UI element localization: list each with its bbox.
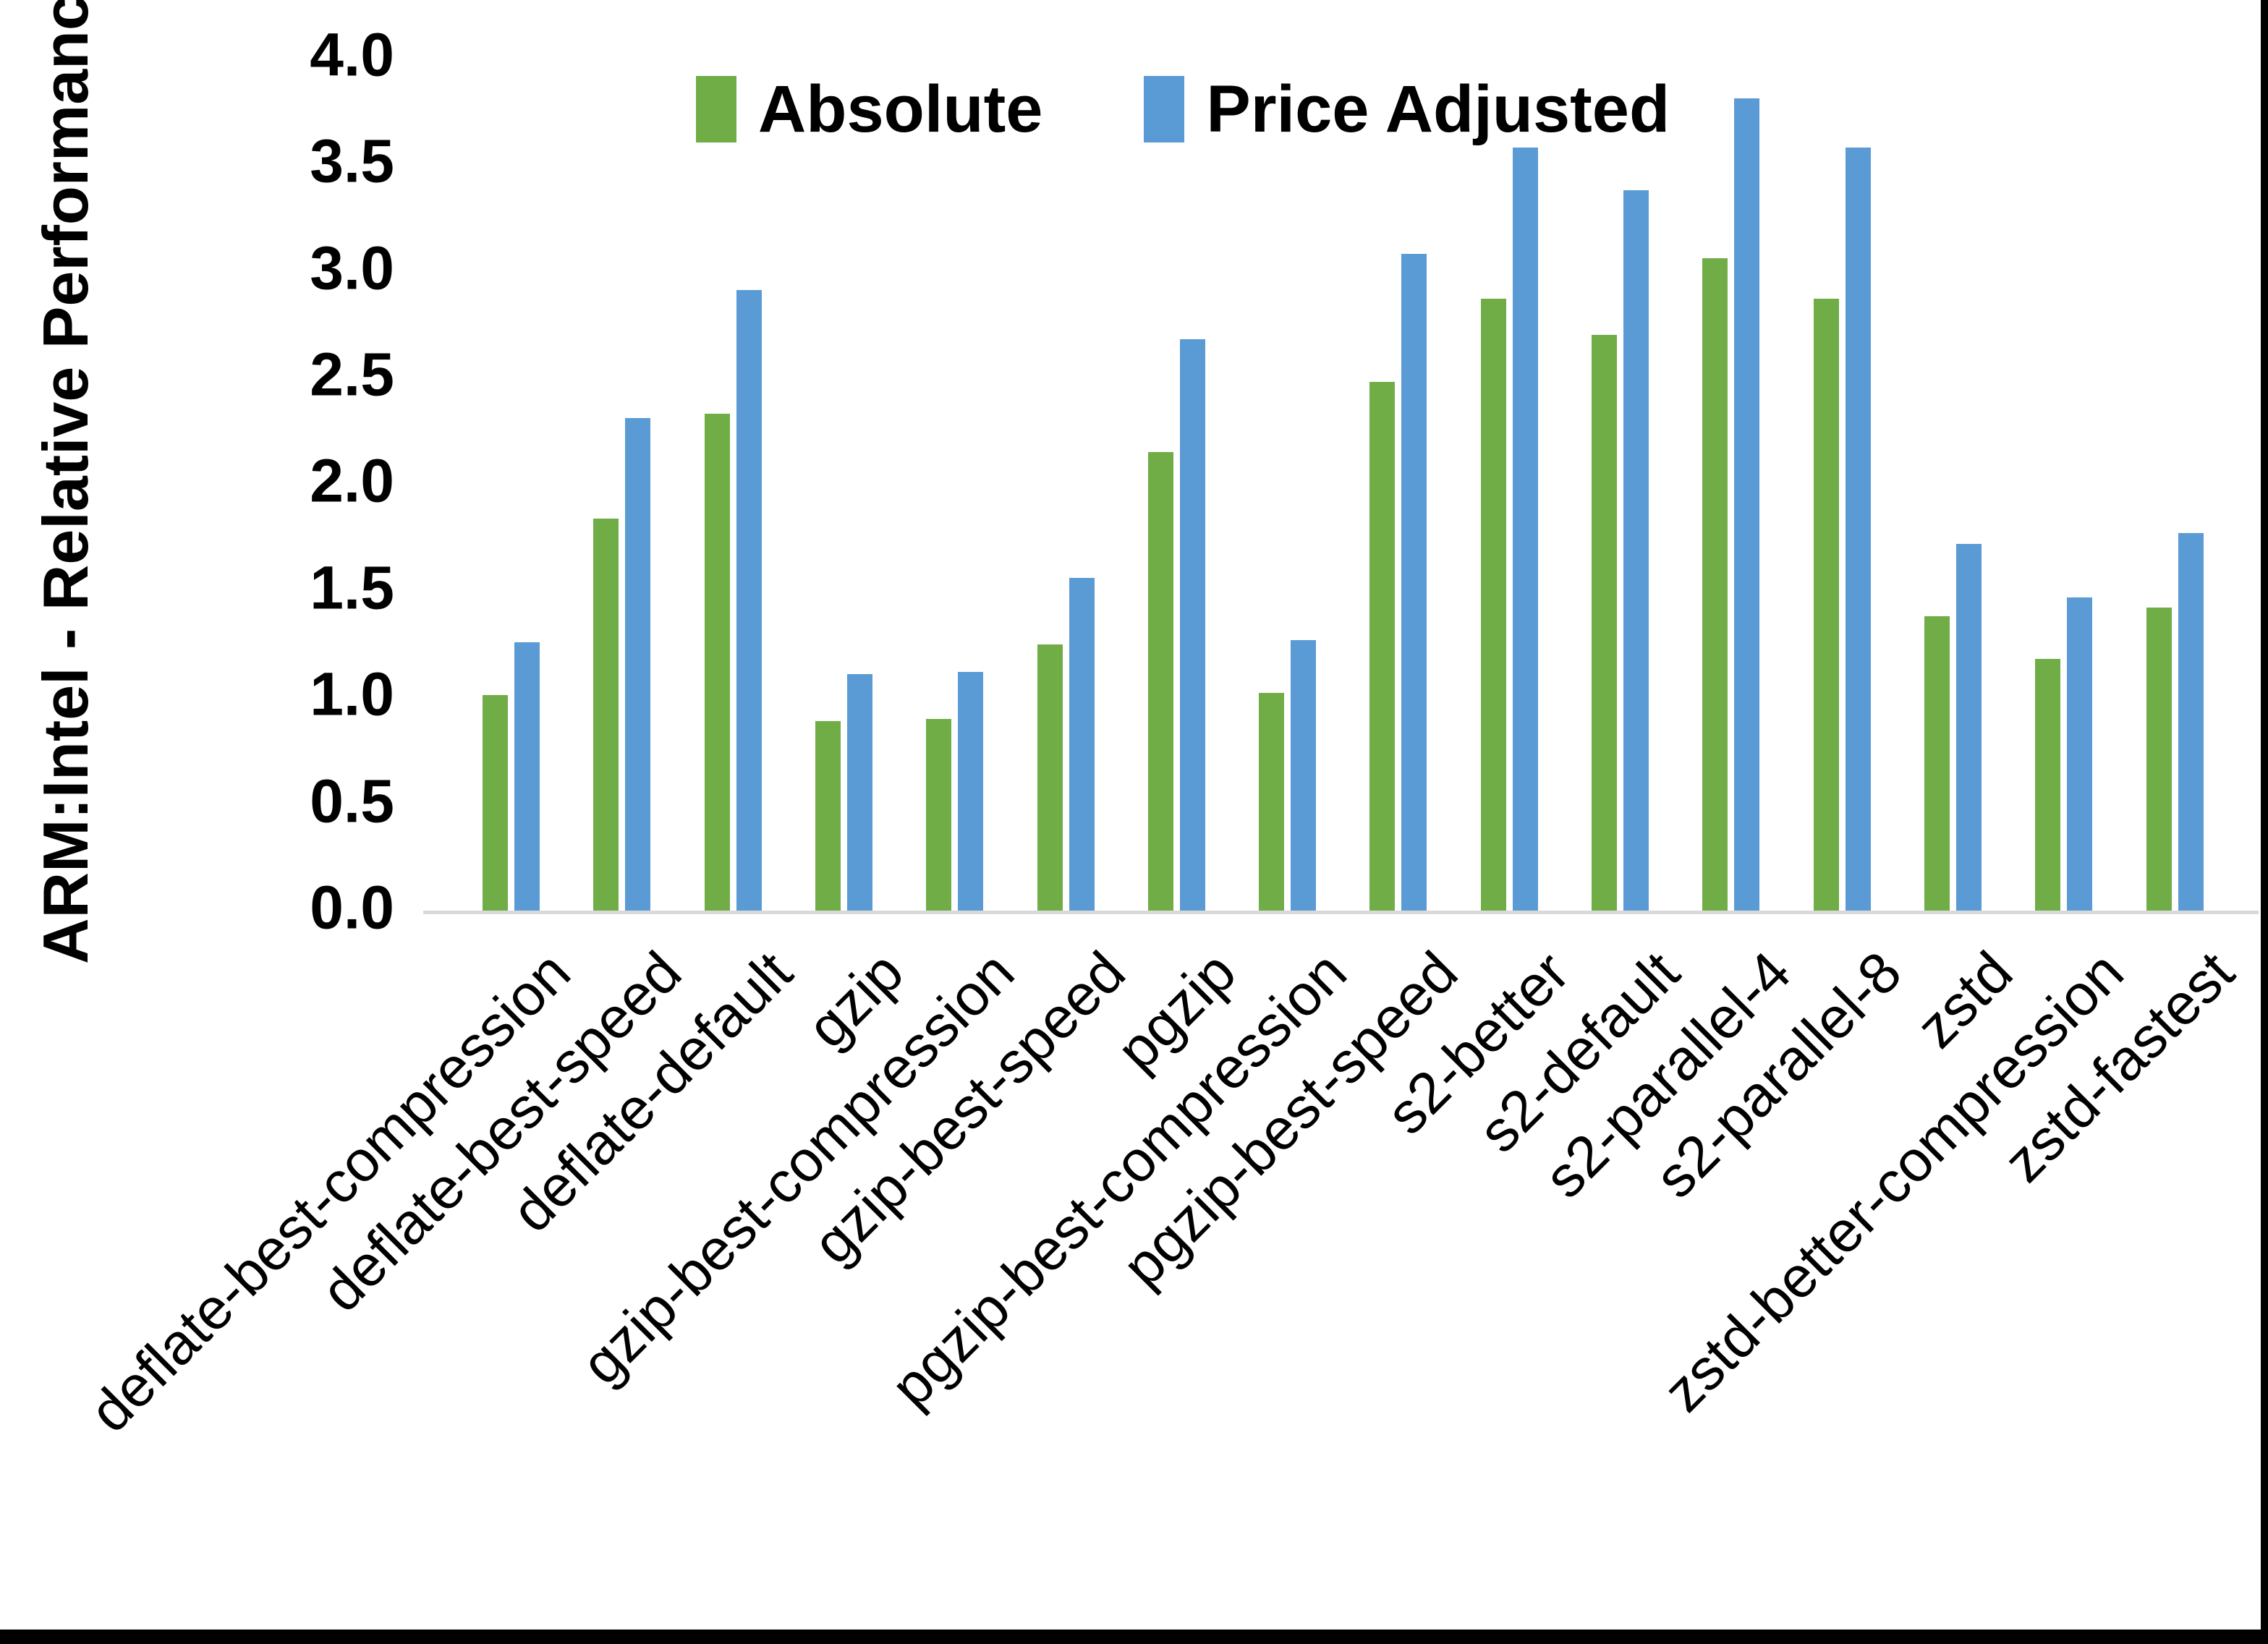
bar-absolute-deflate-best-speed bbox=[593, 518, 619, 911]
y-tick-label-2.5: 2.5 bbox=[310, 340, 394, 409]
bar-absolute-s2-better bbox=[1480, 298, 1506, 911]
bar-price-adjusted-pgzip-best-speed bbox=[1401, 254, 1427, 911]
legend-swatch-price-adjusted bbox=[1144, 76, 1185, 142]
legend-label: Price Adjusted bbox=[1206, 72, 1670, 146]
bar-absolute-zstd-better-compression bbox=[2035, 659, 2061, 911]
bar-price-adjusted-deflate-best-speed bbox=[625, 418, 651, 911]
y-tick-label-1.0: 1.0 bbox=[310, 660, 394, 728]
y-tick-label-3.0: 3.0 bbox=[310, 234, 394, 302]
bar-price-adjusted-zstd-better-compression bbox=[2067, 597, 2093, 911]
y-tick-label-3.5: 3.5 bbox=[310, 127, 394, 195]
bar-absolute-deflate-best-compression bbox=[483, 695, 508, 911]
bar-price-adjusted-zstd bbox=[1955, 543, 1982, 911]
bar-price-adjusted-s2-better bbox=[1512, 147, 1538, 911]
bar-absolute-zstd bbox=[1924, 616, 1950, 911]
bar-absolute-gzip-best-speed bbox=[1037, 644, 1063, 911]
legend-swatch-absolute bbox=[695, 76, 736, 142]
bar-absolute-zstd-fastest bbox=[2146, 608, 2172, 911]
bar-price-adjusted-gzip-best-speed bbox=[1069, 578, 1095, 911]
bar-price-adjusted-s2-default bbox=[1623, 189, 1649, 911]
frame-border-bottom bbox=[0, 1630, 2268, 1644]
bar-absolute-pgzip bbox=[1147, 452, 1173, 911]
bar-absolute-s2-parallel-4 bbox=[1702, 257, 1728, 911]
bar-price-adjusted-s2-parallel-8 bbox=[1845, 147, 1871, 911]
bar-absolute-gzip bbox=[815, 720, 841, 911]
bar-price-adjusted-deflate-best-compression bbox=[514, 642, 540, 911]
bar-price-adjusted-pgzip-best-compression bbox=[1291, 639, 1317, 911]
bar-absolute-s2-default bbox=[1592, 335, 1617, 911]
bar-price-adjusted-gzip-best-compression bbox=[958, 671, 984, 911]
bar-absolute-pgzip-best-compression bbox=[1259, 693, 1285, 911]
legend-item-price-adjusted: Price Adjusted bbox=[1144, 72, 1670, 148]
legend-label: Absolute bbox=[757, 72, 1043, 146]
bar-price-adjusted-s2-parallel-4 bbox=[1734, 98, 1760, 911]
y-tick-label-4.0: 4.0 bbox=[310, 20, 394, 89]
legend-item-absolute: Absolute bbox=[695, 72, 1043, 148]
y-tick-label-0.5: 0.5 bbox=[310, 767, 394, 835]
bar-absolute-pgzip-best-speed bbox=[1369, 381, 1396, 911]
bar-price-adjusted-pgzip bbox=[1179, 338, 1205, 911]
bar-absolute-deflate-default bbox=[704, 414, 730, 911]
bar-price-adjusted-gzip bbox=[846, 673, 872, 911]
frame-border-right bbox=[2261, 0, 2268, 1644]
legend: Absolute Price Adjusted bbox=[423, 62, 1942, 156]
y-tick-label-2.0: 2.0 bbox=[310, 447, 394, 516]
bar-price-adjusted-zstd-fastest bbox=[2178, 533, 2204, 911]
y-tick-label-1.5: 1.5 bbox=[310, 553, 394, 622]
y-tick-label-0.0: 0.0 bbox=[310, 873, 394, 942]
bar-absolute-gzip-best-compression bbox=[926, 718, 952, 911]
bar-price-adjusted-deflate-default bbox=[736, 290, 762, 911]
bar-absolute-s2-parallel-8 bbox=[1813, 298, 1839, 911]
x-axis-line bbox=[423, 911, 2259, 914]
